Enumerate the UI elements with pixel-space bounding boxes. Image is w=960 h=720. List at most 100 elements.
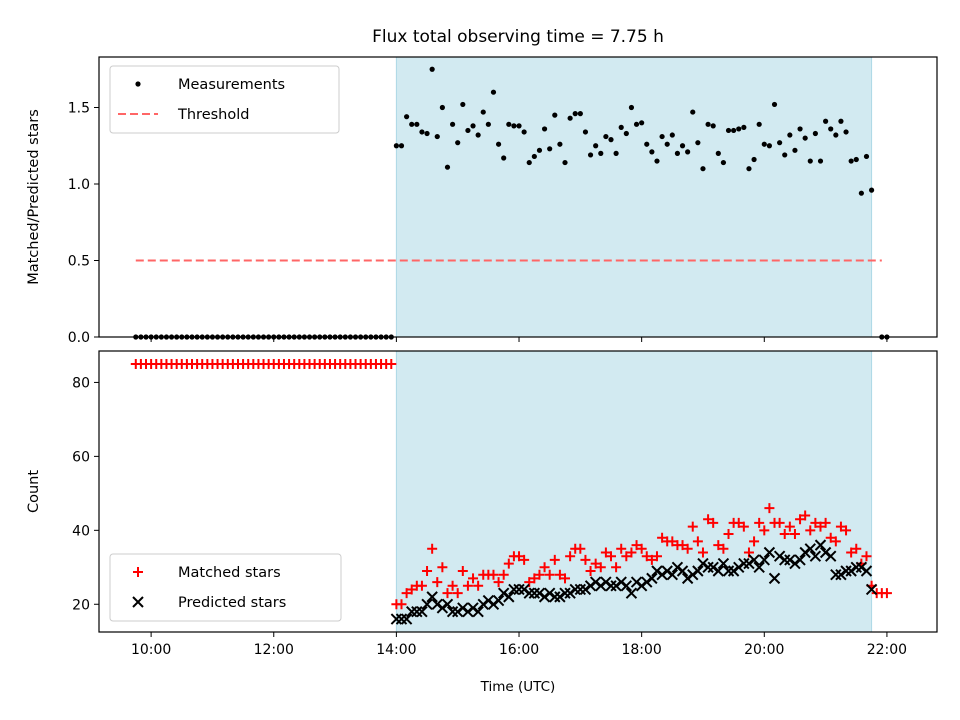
matched-point [503,558,514,569]
predicted-point [574,583,587,596]
measurement-point [444,164,451,170]
legend-label: Measurements [178,77,285,93]
predicted-point [825,550,837,562]
measurement-point [608,137,614,143]
measurement-point [690,109,696,115]
measurement-point [587,152,594,158]
measurement-point [567,115,573,121]
x-tick-label: 14:00 [376,642,416,658]
measurement-point [557,141,563,147]
bottom-panel: 10:00 12:00 14:00 16:00 18:00 20:00 22:00 20 40 6… [26,350,938,658]
predicted-point [390,613,403,625]
measurement-point [695,140,701,146]
y-tick-label: 1.0 [68,177,90,193]
measurement-point [501,155,507,161]
predicted-point [441,598,454,610]
predicted-point [400,613,413,625]
matched-point [437,562,448,573]
predicted-point [421,598,433,610]
y-tick-label: 0.5 [68,253,90,269]
measurement-point [812,130,818,137]
predicted-point [748,554,760,566]
predicted-point [763,546,776,559]
predicted-point [850,561,862,574]
legend-label: Predicted stars [178,595,286,611]
measurement-point [419,129,425,135]
legend: Matched stars Predicted stars [109,553,342,622]
predicted-point [702,561,714,574]
measurement-point [536,147,543,153]
predicted-point [426,591,438,603]
matched-point [585,565,596,576]
matched-point [560,573,571,584]
legend-plus-icon [133,567,143,577]
chart-title: Flux total observing time = 7.75 h [372,27,664,47]
matched-point [800,510,811,521]
measurement-point [700,166,706,172]
predicted-point [717,557,730,570]
predicted-point [492,594,505,607]
matched-point [667,536,678,547]
measurement-point [858,190,864,196]
predicted-point [620,580,633,592]
predicted-point [549,591,561,603]
measurement-point [633,121,640,127]
matched-point [841,525,852,536]
matched-point [611,562,622,573]
x-tick-label: 22:00 [867,642,907,658]
matched-point [534,569,545,580]
matched-point [779,529,790,540]
predicted-point [446,605,459,618]
predicted-point [666,568,679,581]
measurement-point [659,133,665,140]
matched-point [427,543,438,554]
measurement-point [807,158,813,164]
measurement-point [526,159,532,166]
predicted-point [508,583,520,596]
y-tick-label: 20 [72,597,90,613]
measurement-point [705,121,711,127]
measurement-point [511,123,517,129]
predicted-point [814,539,827,551]
matched-point [703,514,714,525]
predicted-point [830,568,842,581]
matched-point [498,569,509,580]
matched-point [442,588,453,599]
legend-box [109,65,340,134]
measurement-point [725,127,732,134]
matched-point [605,551,616,562]
matched-point [805,525,816,536]
measurement-point [429,66,435,72]
matched-point [595,562,606,573]
x-tick-label: 18:00 [621,642,661,658]
matched-point [708,517,719,528]
predicted-point [406,605,418,618]
measurement-point [756,121,762,127]
matched-point [549,554,560,565]
y-tick-label: 0.0 [68,330,90,346]
predicted-point [411,605,423,618]
measurement-point [495,141,502,147]
predicted-point [472,605,484,618]
measurement-point [833,132,839,138]
measurement-point [863,153,870,160]
measurement-point [720,159,727,166]
y-tick-label: 1.5 [68,100,90,116]
measurement-point [674,150,681,156]
matched-point [835,521,846,532]
measurement-point [710,123,716,129]
measurement-point [623,130,629,137]
matched-point [386,358,397,369]
measurement-point [843,129,849,135]
measurement-point [541,126,548,132]
matched-point [641,551,652,562]
measurement-point [654,158,660,164]
measurement-point [797,126,803,132]
matched-point [462,580,473,591]
matched-point [636,543,647,554]
measurement-point [848,158,854,164]
measurement-point [455,140,461,146]
predicted-point [840,565,852,577]
axes-frame [98,56,938,338]
measurement-point [582,129,589,135]
